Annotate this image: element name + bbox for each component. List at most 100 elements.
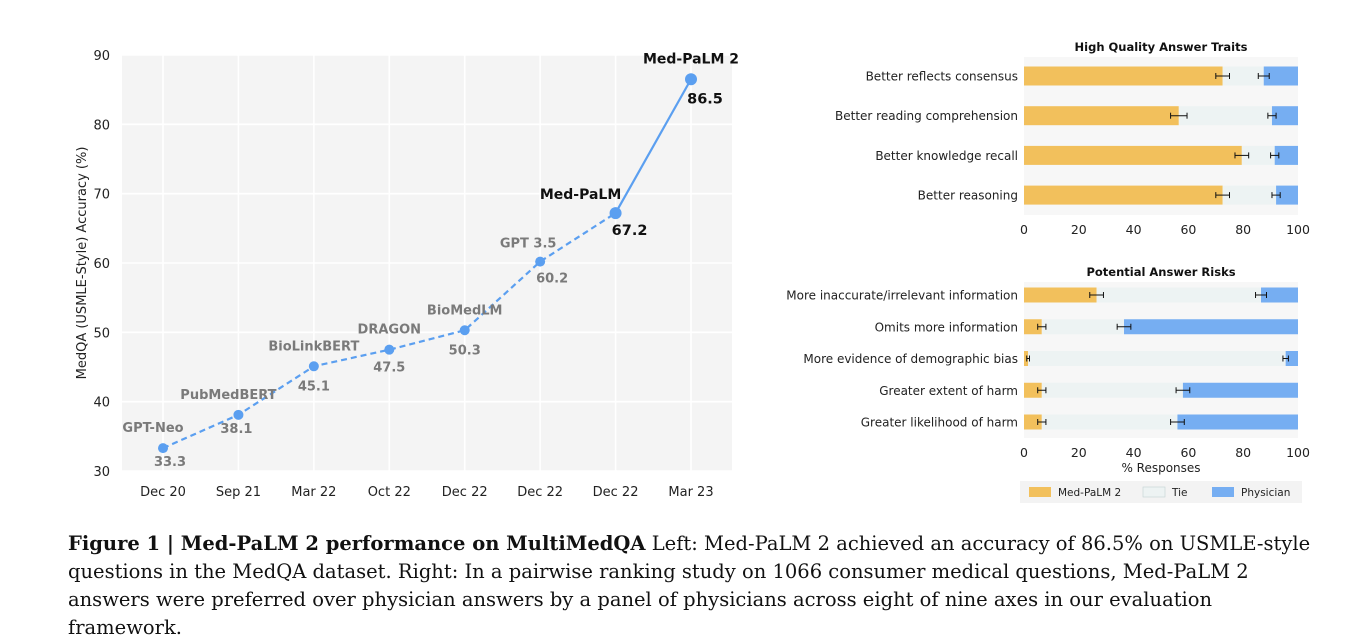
bar-chart-title: Potential Answer Risks bbox=[1086, 265, 1235, 279]
physician-bar bbox=[1276, 185, 1298, 205]
legend-label: Physician bbox=[1241, 487, 1290, 499]
tie-bar bbox=[1041, 414, 1178, 430]
legend-label: Tie bbox=[1171, 487, 1187, 499]
physician-bar bbox=[1285, 351, 1298, 366]
chart-legend: Med-PaLM 2 Tie Physician bbox=[1020, 481, 1302, 503]
med-palm-2-bar bbox=[1024, 145, 1242, 165]
x-tick-label: Mar 23 bbox=[668, 485, 713, 500]
point-value-label: 67.2 bbox=[612, 223, 648, 239]
med-palm-2-bar bbox=[1024, 382, 1042, 398]
category-label: Greater extent of harm bbox=[879, 384, 1018, 398]
error-bar bbox=[1037, 419, 1047, 425]
point-value-label: 50.3 bbox=[449, 343, 481, 358]
data-point bbox=[233, 409, 244, 420]
point-value-label: 33.3 bbox=[154, 455, 186, 470]
accuracy-line-chart: 30 40 50 60 70 80 90 Dec 20 Sep 21 Mar 22 Oct 22 De… bbox=[75, 49, 739, 500]
point-model-label: BioMedLM bbox=[427, 303, 503, 318]
error-bar bbox=[1215, 192, 1230, 199]
point-model-label: GPT-Neo bbox=[122, 421, 183, 436]
point-value-label: 45.1 bbox=[298, 379, 330, 394]
x-tick-label: Dec 20 bbox=[140, 485, 186, 500]
x-tick-label: Oct 22 bbox=[368, 485, 411, 500]
point-value-label: 38.1 bbox=[220, 422, 252, 437]
error-bar bbox=[1175, 387, 1191, 394]
error-bar bbox=[1257, 73, 1270, 79]
med-palm-2-bar bbox=[1024, 287, 1097, 303]
med-palm-2-bar bbox=[1024, 66, 1223, 86]
error-bar bbox=[1089, 292, 1104, 298]
tie-bar bbox=[1241, 145, 1275, 165]
error-bar bbox=[1037, 323, 1047, 330]
x-tick-label: Dec 22 bbox=[593, 485, 639, 500]
physician-bar bbox=[1261, 287, 1298, 303]
med-palm-2-bar bbox=[1024, 351, 1029, 366]
med-palm-2-bar bbox=[1024, 185, 1223, 205]
solid-trend-line bbox=[614, 78, 692, 214]
x-tick-label: Sep 21 bbox=[216, 485, 261, 500]
data-point bbox=[158, 443, 168, 454]
x-tick-label: Dec 22 bbox=[442, 485, 488, 500]
tie-bar bbox=[1222, 185, 1277, 205]
data-point bbox=[535, 256, 546, 267]
point-value-label: 47.5 bbox=[373, 361, 405, 376]
med-palm-2-bar bbox=[1024, 319, 1042, 335]
x-tick-label: 0 bbox=[1020, 222, 1028, 237]
category-label: More evidence of demographic bias bbox=[803, 352, 1018, 366]
x-tick-label: 40 bbox=[1126, 445, 1142, 460]
caption-text: Left: Med-PaLM 2 achieved an accuracy of… bbox=[68, 532, 1311, 639]
error-bar bbox=[1267, 112, 1277, 119]
data-point bbox=[685, 73, 697, 86]
y-tick-label: 90 bbox=[93, 49, 110, 64]
high-quality-traits-chart: High Quality Answer Traits 0 20 40 60 80 100 Be… bbox=[835, 40, 1310, 237]
tie-bar bbox=[1096, 287, 1262, 303]
bar-chart-title: High Quality Answer Traits bbox=[1075, 40, 1248, 54]
error-bar bbox=[1282, 355, 1289, 362]
error-bar bbox=[1170, 112, 1188, 119]
error-bar bbox=[1271, 192, 1281, 199]
error-bar bbox=[1026, 355, 1030, 362]
data-point bbox=[609, 207, 622, 220]
legend-swatch-tie bbox=[1142, 486, 1166, 498]
physician-bar bbox=[1274, 145, 1298, 165]
category-label: Better reading comprehension bbox=[835, 109, 1018, 123]
error-bar bbox=[1255, 292, 1267, 298]
tie-bar bbox=[1028, 351, 1286, 366]
category-label: More inaccurate/irrelevant information bbox=[786, 289, 1018, 303]
physician-bar bbox=[1177, 414, 1298, 430]
legend-swatch-med-palm-2 bbox=[1029, 487, 1051, 497]
error-bar bbox=[1170, 419, 1185, 425]
y-tick-label: 60 bbox=[93, 257, 110, 272]
point-value-label: 60.2 bbox=[536, 272, 568, 287]
physician-bar bbox=[1263, 66, 1298, 86]
x-tick-label: 60 bbox=[1180, 445, 1196, 460]
x-tick-label: Dec 22 bbox=[517, 485, 563, 500]
x-tick-label: 80 bbox=[1235, 445, 1251, 460]
point-value-label: 86.5 bbox=[687, 91, 723, 107]
y-tick-label: 40 bbox=[93, 396, 110, 411]
y-tick-label: 80 bbox=[93, 118, 110, 133]
x-tick-label: 80 bbox=[1235, 222, 1251, 237]
caption-label: Figure 1 | Med-PaLM 2 performance on Mul… bbox=[68, 532, 646, 555]
x-tick-label: 20 bbox=[1071, 222, 1087, 237]
x-tick-label: 60 bbox=[1180, 222, 1196, 237]
point-model-label: Med-PaLM 2 bbox=[643, 51, 739, 67]
point-model-label: DRAGON bbox=[358, 323, 421, 338]
physician-bar bbox=[1182, 382, 1298, 398]
category-label: Omits more information bbox=[875, 320, 1018, 334]
figure-caption: Figure 1 | Med-PaLM 2 performance on Mul… bbox=[68, 530, 1328, 642]
error-bar bbox=[1116, 323, 1132, 330]
figure-canvas: 30 40 50 60 70 80 90 Dec 20 Sep 21 Mar 22 Oct 22 De… bbox=[75, 40, 1310, 503]
point-model-label: PubMedBERT bbox=[180, 388, 276, 403]
error-bar bbox=[1037, 387, 1047, 394]
x-tick-label: 100 bbox=[1286, 222, 1310, 237]
tie-bar bbox=[1222, 66, 1264, 86]
point-model-label: BioLinkBERT bbox=[268, 339, 359, 354]
error-bar bbox=[1215, 73, 1230, 79]
answer-risks-chart: Potential Answer Risks 0 20 40 60 80 100 % Resp… bbox=[786, 265, 1310, 475]
x-axis-label: % Responses bbox=[1121, 461, 1200, 475]
x-tick-label: 100 bbox=[1286, 445, 1310, 460]
error-bar bbox=[1234, 152, 1250, 159]
legend-swatch-physician bbox=[1212, 487, 1234, 497]
x-tick-label: 0 bbox=[1020, 445, 1028, 460]
category-label: Better reasoning bbox=[918, 189, 1018, 203]
